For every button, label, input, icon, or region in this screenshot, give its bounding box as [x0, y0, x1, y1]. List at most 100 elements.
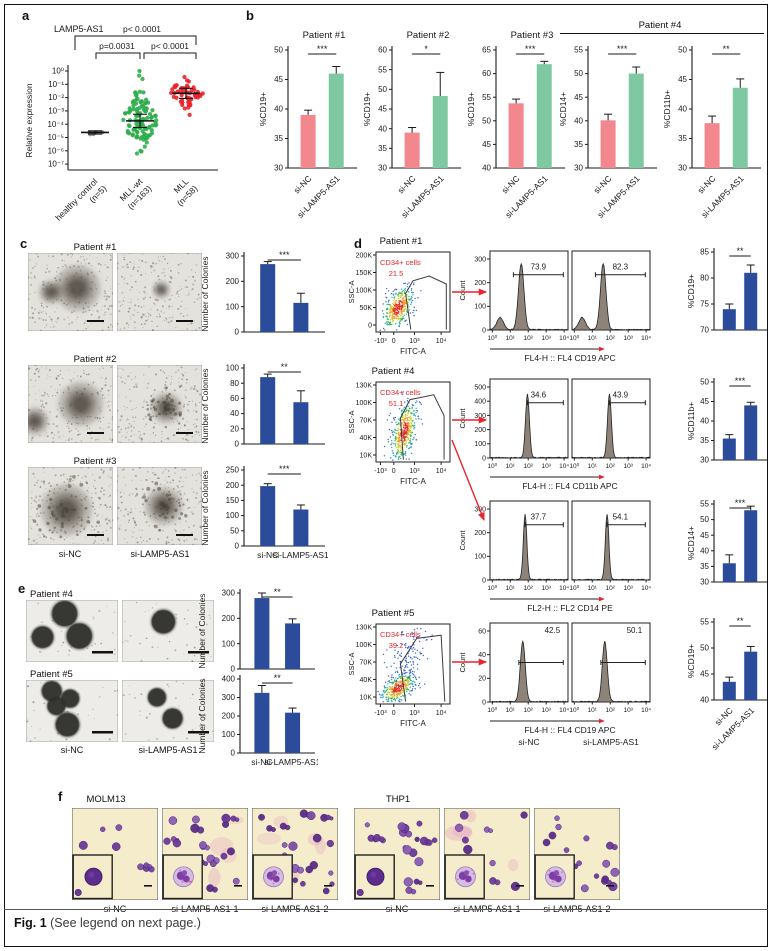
y-axis-label: %CD11b+ [662, 90, 672, 128]
svg-text:200: 200 [474, 530, 486, 537]
y-axis-label: Count [458, 652, 467, 673]
svg-text:500: 500 [474, 384, 486, 391]
bar [744, 510, 758, 582]
svg-text:10⁴: 10⁴ [641, 707, 651, 714]
condition-label: si-NC [518, 737, 539, 747]
svg-text:80: 80 [230, 379, 239, 388]
bar [254, 598, 270, 669]
svg-text:30: 30 [274, 164, 283, 173]
svg-text:10³: 10³ [541, 707, 551, 714]
panel-label-c: c [20, 236, 28, 251]
x-axis-label: FL4-H :: FL4 CD11b APC [522, 481, 617, 490]
svg-text:si-NC: si-NC [291, 173, 313, 195]
significance-stars: ** [737, 246, 745, 256]
y-axis-label: Count [458, 408, 467, 429]
bar [744, 272, 758, 330]
scale-bar [87, 432, 104, 434]
significance-stars: *** [735, 376, 746, 386]
bar [432, 96, 448, 168]
panel-e-chart-patient4: 0 100 200 300 ** Number of Colonies [196, 585, 318, 683]
svg-text:100: 100 [474, 441, 486, 448]
scale-bar [516, 885, 524, 887]
svg-text:10⁴: 10⁴ [559, 335, 569, 342]
svg-text:200: 200 [474, 427, 486, 434]
histogram-peak [571, 262, 651, 331]
y-axis-label: Count [458, 280, 467, 301]
svg-text:50: 50 [678, 46, 687, 55]
svg-text:20: 20 [478, 676, 486, 683]
svg-text:300: 300 [474, 413, 486, 420]
panel-d-row4-title: Patient #5 [371, 608, 415, 619]
cytology-image [354, 808, 440, 900]
svg-text:55: 55 [378, 65, 387, 74]
x-axis-label: FITC-A [400, 477, 426, 486]
scale-bar [176, 432, 193, 434]
scale-bar [426, 885, 434, 887]
flow-scatter-svg: CD34+ cells 39.2 130K 100K 70K 40K 10K -10³ 0 10³… [347, 623, 451, 728]
bar-chart-svg: 0 100 200 300 ** Number of Colonies [197, 587, 315, 674]
svg-text:10K: 10K [360, 452, 373, 459]
svg-text:200: 200 [226, 277, 240, 286]
colony-image [28, 467, 113, 545]
svg-text:45: 45 [482, 140, 491, 149]
svg-text:10K: 10K [360, 694, 373, 701]
cytology-image [534, 808, 620, 900]
svg-text:10³: 10³ [623, 463, 633, 470]
gate-percentage: 34.6 [531, 391, 547, 400]
svg-text:Patient #2: Patient #2 [407, 30, 450, 41]
panel-b-chart-patient2: Patient #2 30 35 40 45 50 55 60 si-NC si-LAMP5-AS… [362, 26, 464, 226]
panel-c-caption-sinc: si-NC [58, 549, 82, 559]
svg-text:40: 40 [230, 409, 239, 418]
y-axis-label: %CD14+ [558, 92, 568, 126]
svg-text:10²: 10² [606, 585, 616, 592]
svg-text:300: 300 [222, 589, 236, 598]
flow-scatter-patient1: CD34+ cells 21.5 200K 150K 100K 50K 0 -10³ 0 10³ 1… [346, 246, 456, 380]
colony-image [26, 600, 118, 662]
gate-label: CD34+ cells [380, 258, 421, 267]
colony-image [28, 365, 113, 443]
svg-text:35: 35 [700, 562, 709, 571]
svg-text:10⁻²: 10⁻² [48, 93, 64, 102]
gate-percentage: 37.7 [531, 513, 547, 522]
svg-text:si-NC: si-NC [499, 173, 521, 195]
bar-chart-svg: 0 20 40 60 80 100 ** Number of Colonies [200, 362, 325, 449]
svg-text:30: 30 [700, 456, 709, 465]
svg-text:55: 55 [574, 46, 583, 55]
svg-text:0: 0 [392, 710, 396, 717]
svg-text:100: 100 [226, 511, 240, 520]
svg-text:50: 50 [700, 378, 709, 387]
bar-chart-svg: Patient #13035404550si-NCsi-LAMP5-AS1***… [258, 30, 357, 220]
svg-text:200: 200 [474, 280, 486, 287]
cytology-image-svg [162, 808, 248, 900]
svg-text:85: 85 [700, 248, 709, 257]
y-axis-label: SSC-A [347, 653, 356, 676]
svg-text:100: 100 [226, 302, 240, 311]
svg-text:100: 100 [226, 364, 240, 373]
bar [260, 377, 276, 444]
svg-text:20: 20 [230, 424, 239, 433]
y-axis-label: SSC-A [347, 281, 356, 304]
svg-text:0: 0 [482, 699, 486, 706]
flow-scatter-patient5: CD34+ cells 39.2 130K 100K 70K 40K 10K -10³ 0 10³… [346, 618, 456, 752]
bar-chart-svg: 70 75 80 85 ** %CD19+ [686, 246, 767, 335]
significance-stars: *** [525, 44, 536, 54]
svg-text:10³: 10³ [623, 335, 633, 342]
svg-text:100: 100 [222, 639, 236, 648]
svg-text:300: 300 [474, 256, 486, 263]
svg-text:35: 35 [378, 144, 387, 153]
svg-text:0: 0 [482, 577, 486, 584]
svg-text:10¹: 10¹ [506, 707, 516, 714]
svg-text:200: 200 [222, 614, 236, 623]
svg-text:150: 150 [226, 496, 240, 505]
histogram-peak [489, 513, 569, 581]
bar [744, 651, 758, 700]
colony-image-svg [28, 365, 113, 443]
bar [508, 103, 524, 168]
svg-text:10¹: 10¹ [506, 585, 516, 592]
svg-text:si-NC: si-NC [395, 173, 417, 195]
svg-text:10⁴: 10⁴ [641, 463, 651, 470]
panel-d-bar-patient4-cd11b: 30 35 40 45 50 *** %CD11b+ [686, 372, 770, 474]
y-axis-label: Number of Colonies [200, 368, 210, 443]
panel-c-chart-patient3: 0 50 100 150 200 250 si-NC si-LAMP5-AS1 *** Numbe… [198, 458, 328, 576]
